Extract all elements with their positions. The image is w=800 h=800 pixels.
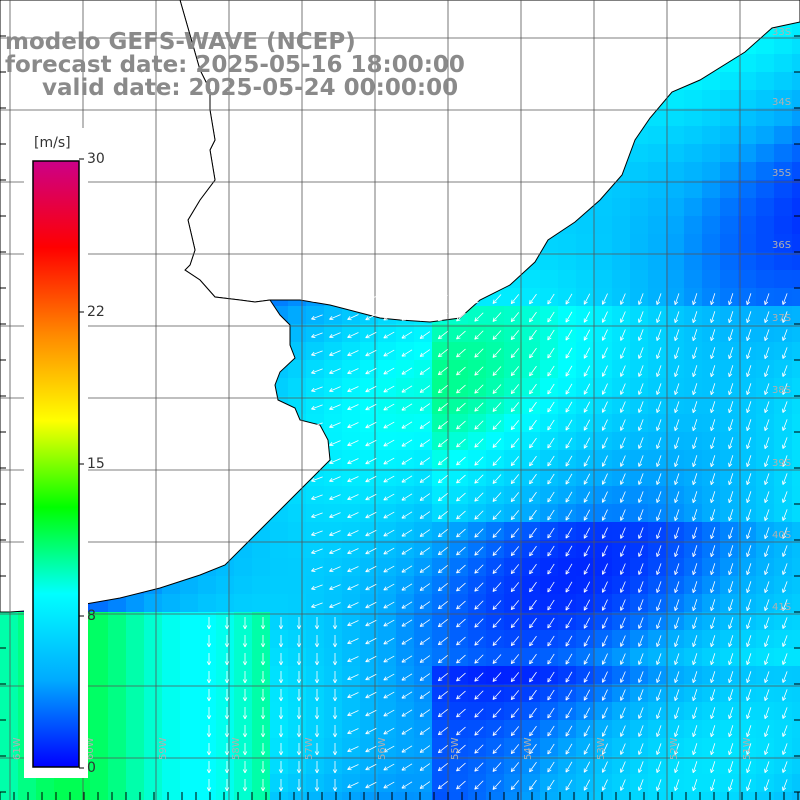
- latitude-label: 33S: [772, 27, 791, 38]
- colorbar-unit: [m/s]: [34, 135, 71, 151]
- latitude-label: 36S: [772, 240, 791, 251]
- latitude-labels: 33S 34S 35S 36S 37S 38S 39S 40S 41S: [772, 27, 791, 613]
- longitude-label: 61W: [12, 737, 23, 760]
- longitude-labels: 61W 60W 59W 58W 57W 56W 55W 54W 53W 52W 51W: [12, 737, 753, 760]
- latitude-label: 39S: [772, 458, 791, 469]
- colorbar-tick-label: 22: [87, 304, 105, 320]
- valid-date: valid date: 2025-05-24 00:00:00: [42, 75, 459, 101]
- forecast-date: forecast date: 2025-05-16 18:00:00: [5, 52, 465, 78]
- colorbar-tick-label: 15: [87, 456, 105, 472]
- model-title: modelo GEFS-WAVE (NCEP): [5, 29, 356, 55]
- longitude-label: 54W: [523, 737, 534, 760]
- longitude-label: 58W: [231, 737, 242, 760]
- longitude-label: 60W: [85, 737, 96, 760]
- latitude-label: 35S: [772, 168, 791, 179]
- latitude-label: 37S: [772, 313, 791, 324]
- latitude-label: 34S: [772, 97, 791, 108]
- longitude-label: 52W: [669, 737, 680, 760]
- longitude-label: 57W: [304, 737, 315, 760]
- colorbar-tick-label: 0: [87, 760, 96, 776]
- longitude-label: 51W: [742, 737, 753, 760]
- latitude-label: 38S: [772, 385, 791, 396]
- latitude-label: 40S: [772, 530, 791, 541]
- longitude-label: 53W: [596, 737, 607, 760]
- colorbar-tick-label: 30: [87, 151, 105, 167]
- colorbar-tick-label: 8: [87, 608, 96, 624]
- longitude-label: 56W: [377, 737, 388, 760]
- latitude-label: 41S: [772, 602, 791, 613]
- colorbar: [m/s] 30 22 15 8 0: [24, 128, 105, 778]
- wind-direction-arrows: [206, 293, 800, 792]
- colorbar-gradient: [32, 160, 80, 768]
- longitude-label: 59W: [158, 737, 169, 760]
- longitude-label: 55W: [450, 737, 461, 760]
